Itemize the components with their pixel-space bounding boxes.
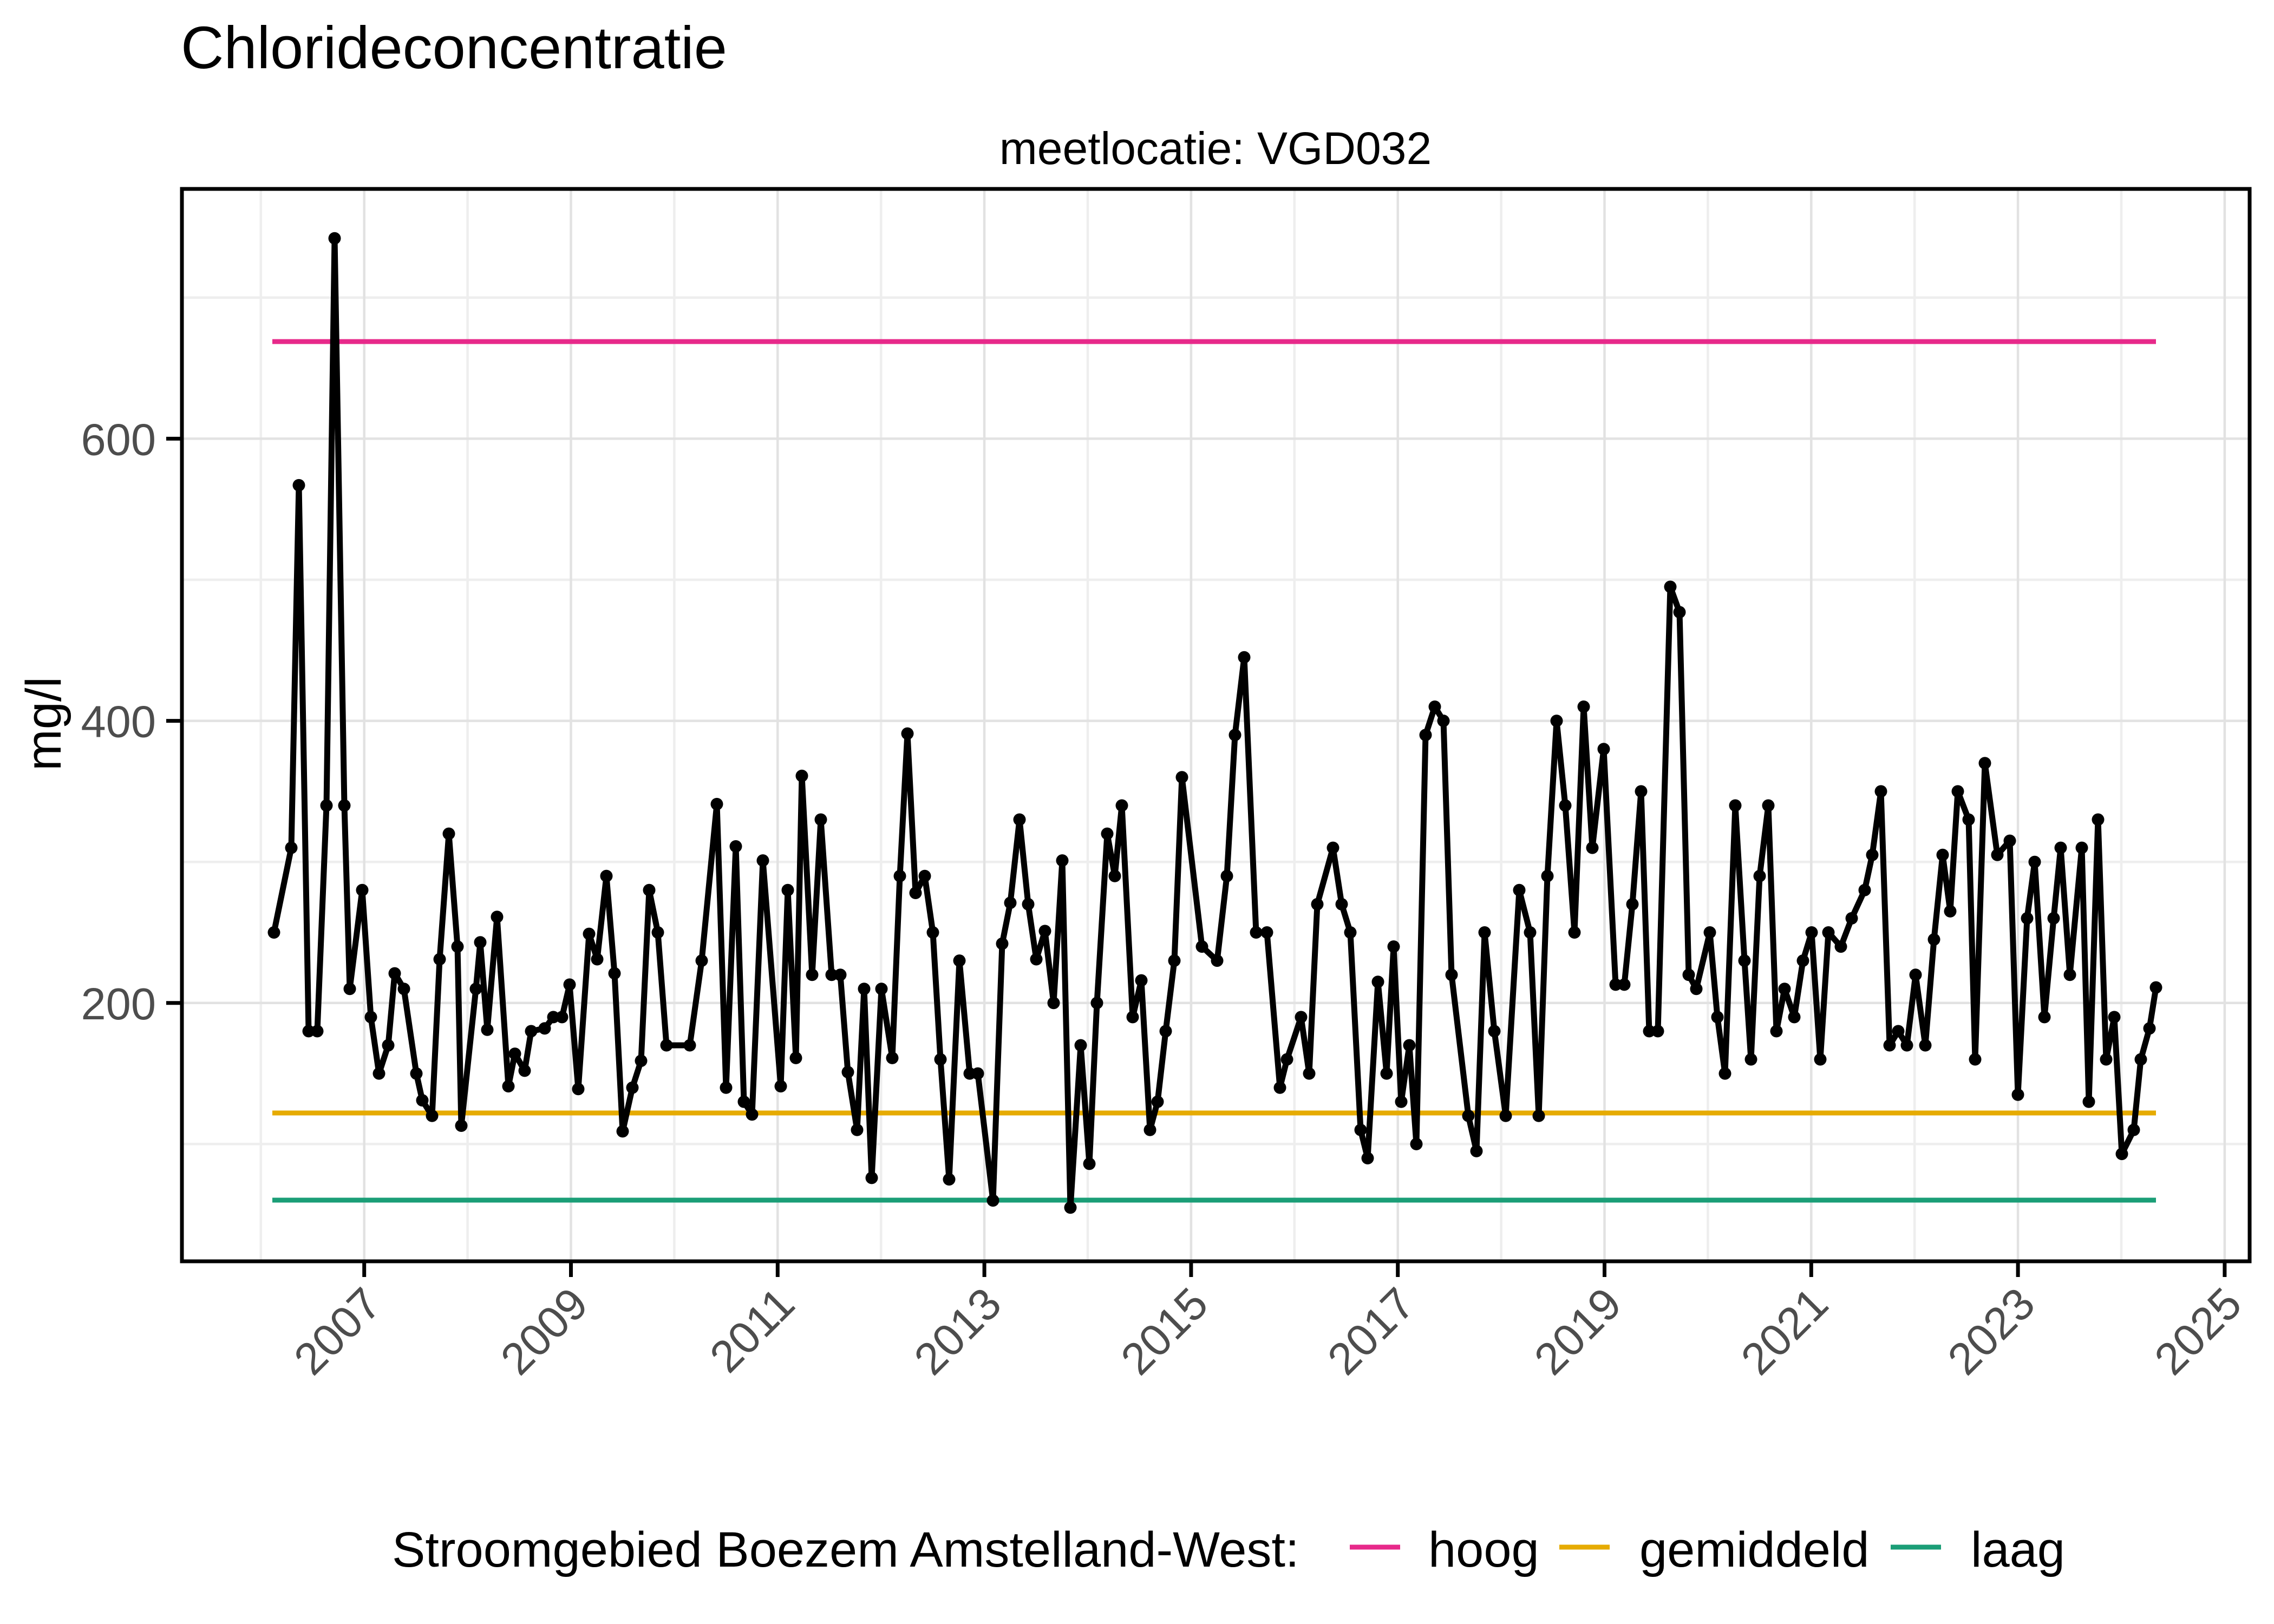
- svg-text:600: 600: [81, 414, 156, 464]
- svg-text:Chlorideconcentratie: Chlorideconcentratie: [181, 15, 727, 81]
- svg-text:laag: laag: [1971, 1522, 2065, 1577]
- svg-text:hoog: hoog: [1428, 1522, 1539, 1577]
- svg-text:200: 200: [81, 979, 156, 1029]
- svg-text:mg/l: mg/l: [16, 677, 71, 771]
- svg-text:gemiddeld: gemiddeld: [1639, 1522, 1870, 1577]
- svg-text:400: 400: [81, 697, 156, 747]
- svg-text:Stroomgebied Boezem Amstelland: Stroomgebied Boezem Amstelland-West:: [392, 1522, 1299, 1577]
- svg-text:meetlocatie: VGD032: meetlocatie: VGD032: [999, 123, 1432, 174]
